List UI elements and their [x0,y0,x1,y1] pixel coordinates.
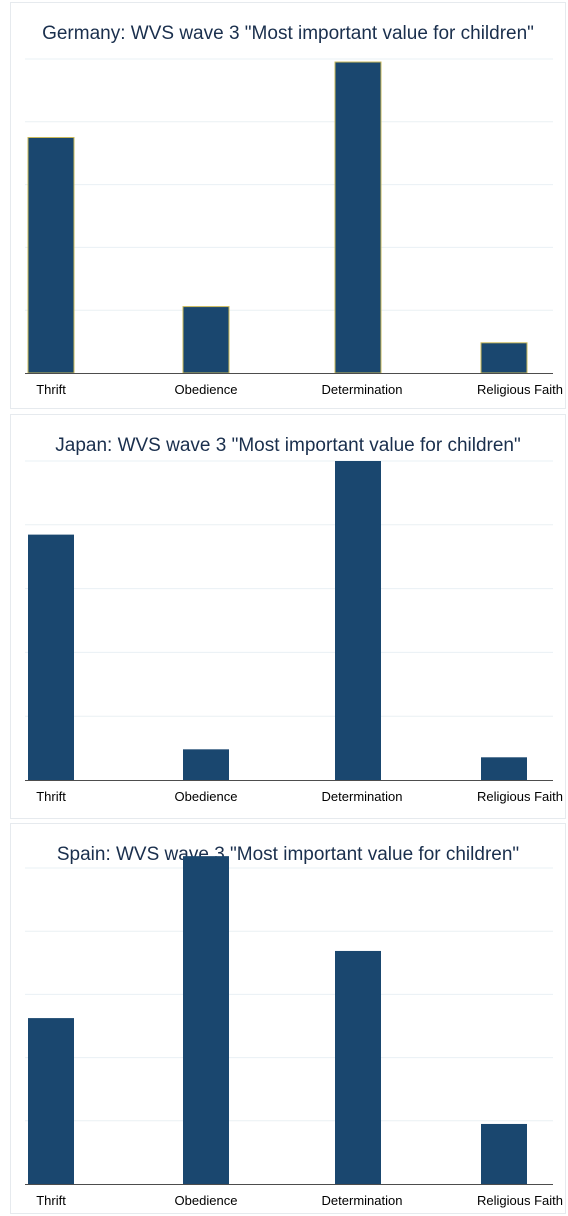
x-tick-label: Religious Faith [477,1193,563,1208]
bar-religious-faith [481,757,527,780]
x-tick-label: Determination [322,789,403,804]
bar-religious-faith [480,342,528,374]
chart-title: Japan: WVS wave 3 "Most important value … [55,435,521,456]
chart-plot-spain: Thrift Obedience Determination Religious Fa… [25,856,563,1208]
x-tick-label: Obedience [175,382,238,397]
chart-title: Spain: WVS wave 3 "Most important value … [56,844,520,865]
bar-religious-faith [481,1123,527,1184]
bar-thrift [28,1018,74,1184]
chart-panel-japan: Japan: WVS wave 3 "Most important value … [10,414,566,819]
x-tick-label: Thrift [36,382,66,397]
chart-plot-germany: Thrift Obedience Determination Religious Fa… [25,58,563,397]
x-tick-label: Determination [322,1193,403,1208]
bar-obedience [183,749,229,780]
x-tick-label: Obedience [175,789,238,804]
bar-obedience [183,856,229,1184]
x-tick-label: Obedience [175,1193,238,1208]
x-tick-label: Religious Faith [477,382,563,397]
x-tick-label: Thrift [36,789,66,804]
bar-determination [335,461,381,780]
bar-determination [334,61,382,374]
x-tick-label: Determination [322,382,403,397]
chart-title: Germany: WVS wave 3 "Most important valu… [42,23,534,44]
chart-panel-germany: Germany: WVS wave 3 "Most important valu… [10,2,566,409]
x-tick-label: Religious Faith [477,789,563,804]
bar-obedience [182,306,230,374]
chart-panel-spain: Spain: WVS wave 3 "Most important value … [10,823,566,1214]
bar-thrift [28,534,74,780]
bar-determination [335,950,381,1184]
chart-plot-japan: Thrift Obedience Determination Religious Fa… [25,460,563,804]
bar-thrift [27,137,75,374]
x-tick-label: Thrift [36,1193,66,1208]
